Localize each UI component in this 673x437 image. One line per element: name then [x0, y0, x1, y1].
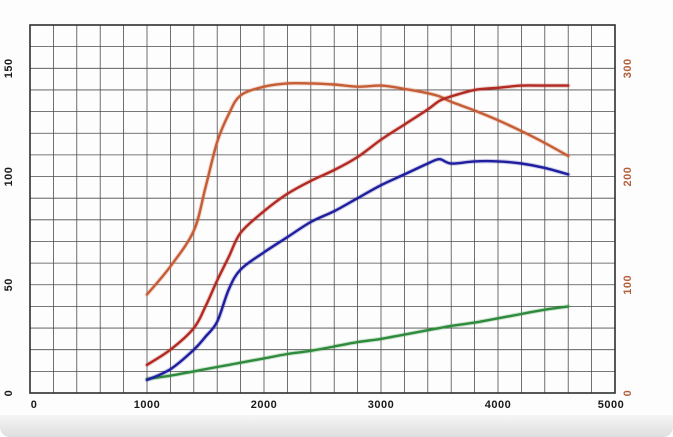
right-axis-tick-label: 100: [622, 275, 634, 295]
curves: [144, 80, 571, 383]
green-curve-path: [145, 305, 570, 381]
right-axis-tick-label: 300: [622, 58, 634, 78]
right-axis-tick-label: 200: [622, 167, 634, 187]
x-axis-tick-label: 2000: [251, 399, 277, 411]
orange-curve-path: [145, 81, 570, 296]
x-axis-tick-label: 5000: [598, 399, 624, 411]
left-axis-tick-label: 0: [3, 390, 15, 397]
red-curve-path: [145, 84, 570, 367]
x-axis-tick-label: 1000: [134, 399, 160, 411]
right-axis-tick-label: 0: [622, 390, 634, 397]
x-axis-tick-label: 0: [31, 399, 38, 411]
x-axis-tick-label: 4000: [485, 399, 511, 411]
grid: [29, 24, 616, 394]
plot-border: [29, 24, 616, 394]
x-axis-tick-label: 3000: [368, 399, 394, 411]
left-axis-tick-label: 150: [3, 58, 15, 78]
blue-curve-path: [145, 158, 570, 382]
left-axis-tick-label: 50: [3, 278, 15, 291]
left-axis-tick-label: 100: [3, 167, 15, 187]
